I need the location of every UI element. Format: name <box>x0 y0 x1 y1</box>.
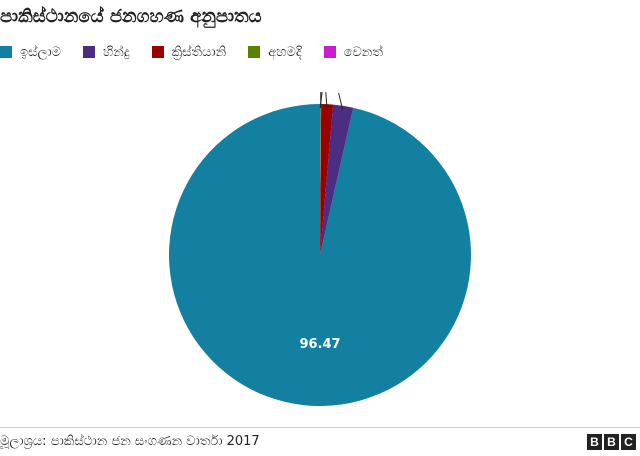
legend-label: ක්‍රිස්තියානි <box>171 44 227 60</box>
legend-item-islam: ඉස්ලාම <box>0 45 61 60</box>
legend-swatch <box>323 46 336 58</box>
legend-item-christian: ක්‍රිස්තියානි <box>151 44 227 60</box>
legend-label: වෙනත් <box>343 44 383 60</box>
legend-label: අහමදි <box>268 44 302 60</box>
leader-line-christian <box>325 92 328 109</box>
legend-label: හින්දු <box>103 44 130 60</box>
bbc-logo-letter: C <box>621 434 636 450</box>
bbc-logo: B B C <box>585 434 636 450</box>
footer-divider <box>0 427 640 428</box>
legend-swatch <box>0 46 12 58</box>
chart-title: පාකිස්ථානයේ ජනගහණ අනුපාතය <box>0 6 262 27</box>
legend-swatch <box>83 46 96 58</box>
leader-line-hindu <box>338 92 344 110</box>
bbc-logo-letter: B <box>587 434 602 450</box>
pie-slice-christian <box>320 104 334 255</box>
data-label-islam: 96.47 <box>299 337 340 352</box>
bbc-logo-letter: B <box>604 434 619 450</box>
leader-line-other <box>319 91 323 109</box>
source-note: මූලාශ්‍රය: පාකිස්ථාන ජන සංගණන වාර්තා 201… <box>0 434 260 449</box>
legend-swatch <box>248 46 261 58</box>
legend-item-other: වෙනත් <box>323 44 383 60</box>
legend-label: ඉස්ලාම <box>20 44 62 60</box>
pie-slice-ahmadi <box>320 104 322 255</box>
legend-item-hindu: හින්දු <box>83 45 130 60</box>
chart-legend: ඉස්ලාම හින්දු ක්‍රිස්තියානි අහමදි වෙනත් <box>0 42 405 62</box>
legend-item-ahmadi: අහමදි <box>248 44 302 60</box>
legend-swatch <box>151 46 164 58</box>
pie-slice-hindu <box>320 104 354 255</box>
